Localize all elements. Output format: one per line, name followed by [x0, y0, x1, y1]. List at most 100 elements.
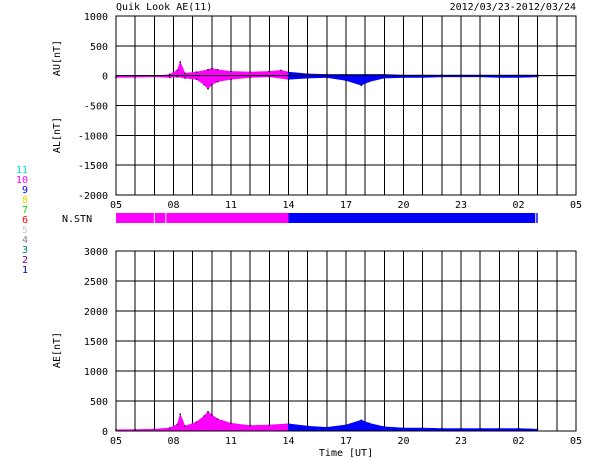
- ae-ytick-label: 0: [102, 427, 108, 438]
- ae-ae-point: [402, 427, 405, 429]
- ae-xtick-label: 11: [225, 436, 237, 447]
- ae-ae-point: [268, 424, 271, 426]
- au-al-au-segment: [196, 69, 209, 76]
- au-al-xtick-label: 11: [225, 200, 237, 211]
- au-al-al-point: [168, 76, 171, 79]
- au-al-al-point: [230, 78, 232, 81]
- ae-xtick-label: 05: [570, 436, 582, 447]
- station-bar-label: N.STN: [62, 214, 92, 225]
- au-al-xtick-label: 20: [397, 200, 409, 211]
- au-al-au-point: [364, 73, 366, 76]
- ae-ae-point: [498, 427, 501, 430]
- au-al-al-point: [517, 76, 520, 79]
- au-al-au-point: [216, 68, 219, 71]
- station-bar-segment: [288, 213, 538, 223]
- legend-label: 8: [22, 195, 28, 206]
- ae-ae-point: [345, 424, 347, 426]
- al-axis-label: AL[nT]: [52, 117, 63, 153]
- ae-ae-point: [230, 422, 232, 425]
- legend-label: 2: [22, 255, 28, 266]
- au-al-au-point: [280, 69, 282, 72]
- au-al-al-point: [184, 77, 186, 79]
- ae-ae-segment: [361, 419, 370, 432]
- au-al-al-point: [176, 76, 179, 78]
- ae-ae-segment: [249, 424, 270, 432]
- au-al-frame: [115, 15, 577, 196]
- ae-ae-point: [184, 425, 186, 428]
- legend-label: 3: [22, 245, 28, 256]
- ae-ae-segment: [196, 415, 205, 432]
- au-al-al-point: [287, 78, 290, 81]
- au-al-al-segment: [269, 75, 289, 80]
- au-al-xtick-label: 08: [167, 200, 179, 211]
- ae-axis-label: AE[nT]: [52, 332, 63, 368]
- au-al-al-point: [360, 84, 363, 87]
- au-al-au-point: [287, 71, 290, 73]
- station-bar-segment: [116, 213, 289, 223]
- ae-ae-segment: [288, 423, 308, 432]
- au-al-au-point: [306, 73, 309, 75]
- ae-ae-point: [460, 427, 462, 430]
- au-al-al-segment: [207, 75, 213, 90]
- au-al-al-segment: [211, 75, 218, 86]
- au-al-au-segment: [217, 69, 232, 76]
- au-al-al-point: [134, 76, 136, 78]
- au-al-al-point: [207, 87, 209, 90]
- au-al-au-segment: [269, 69, 282, 76]
- au-al-au-point: [230, 70, 232, 73]
- au-al-au-point: [195, 71, 198, 73]
- au-al-au-segment: [288, 71, 308, 76]
- au-al-al-point: [383, 77, 386, 79]
- au-al-al-segment: [184, 75, 197, 80]
- ae-ae-segment: [177, 414, 181, 432]
- au-al-al-point: [195, 78, 198, 81]
- au-al-al-point: [441, 76, 443, 78]
- ae-ae-segment: [203, 411, 209, 432]
- ae-ytick-label: 2000: [84, 307, 108, 318]
- au-al-au-point: [176, 69, 179, 72]
- ae-ae-point: [153, 428, 156, 431]
- ae-ae-point: [211, 414, 213, 416]
- au-al-al-point: [249, 76, 251, 79]
- au-al-au-point: [383, 73, 386, 76]
- legend-label: 4: [22, 235, 28, 246]
- au-al-al-segment: [217, 75, 232, 82]
- ae-ae-point: [368, 422, 370, 425]
- au-al-al-point: [479, 76, 481, 78]
- ae-ytick-label: 2500: [84, 277, 108, 288]
- ae-ae-point: [207, 411, 209, 413]
- ae-ae-point: [360, 419, 363, 422]
- au-al-ytick-label: -1000: [78, 131, 108, 142]
- ae-ae-segment: [217, 418, 232, 432]
- au-al-al-point: [306, 77, 309, 79]
- au-al-al-segment: [288, 75, 308, 80]
- au-al-ytick-label: 1000: [84, 12, 108, 23]
- ae-ae-point: [249, 424, 251, 427]
- ae-frame: [115, 250, 577, 432]
- au-al-al-point: [153, 76, 156, 78]
- ae-ae-segment: [179, 414, 186, 432]
- ae-ae-point: [134, 428, 136, 431]
- au-al-au-point: [326, 73, 328, 76]
- au-al-al-point: [368, 80, 370, 83]
- ae-ytick-label: 3000: [84, 247, 108, 258]
- ae-ae-point: [479, 427, 481, 430]
- ae-ae-segment: [345, 419, 362, 432]
- ae-ae-point: [306, 425, 309, 428]
- ae-ytick-label: 1000: [84, 367, 108, 378]
- au-al-al-point: [326, 76, 328, 79]
- legend-label: 11: [16, 165, 28, 176]
- au-al-ytick-label: -1500: [78, 161, 108, 172]
- au-al-au-point: [268, 70, 271, 73]
- ae-ytick-label: 500: [90, 397, 108, 408]
- au-al-al-point: [460, 76, 462, 78]
- au-axis-label: AU[nT]: [52, 40, 63, 76]
- au-al-ytick-label: -2000: [78, 191, 108, 202]
- au-al-ytick-label: 500: [90, 42, 108, 53]
- ae-ae-point: [287, 423, 290, 425]
- x-axis-label: Time [UT]: [319, 448, 373, 459]
- au-al-al-point: [203, 83, 205, 86]
